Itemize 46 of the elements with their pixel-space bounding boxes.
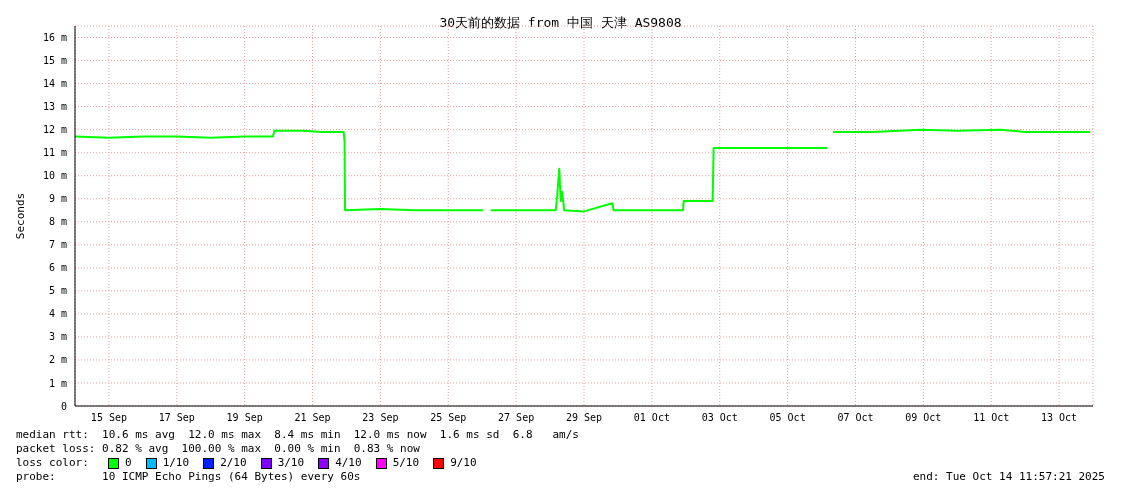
y-tick-label: 14 m bbox=[42, 78, 67, 90]
x-tick-label: 01 Oct bbox=[633, 412, 670, 424]
y-axis-title: Seconds bbox=[13, 192, 27, 240]
x-tick-label: 11 Oct bbox=[973, 412, 1010, 424]
y-tick-label: 9 m bbox=[48, 193, 67, 205]
legend-label: 2/10 bbox=[219, 456, 247, 470]
y-tick-label: 7 m bbox=[48, 239, 67, 251]
y-tick-label: 10 m bbox=[42, 170, 67, 182]
x-tick-label: 19 Sep bbox=[226, 412, 263, 424]
y-tick-label: 12 m bbox=[42, 124, 67, 136]
y-tick-label: 6 m bbox=[48, 262, 67, 274]
y-tick-label: 5 m bbox=[48, 285, 67, 297]
legend-label: 4/10 bbox=[334, 456, 362, 470]
x-tick-label: 25 Sep bbox=[430, 412, 467, 424]
text: packet loss: 0.82 % avg 100.00 % max 0.00 % min 0.83 % now bbox=[16, 442, 421, 456]
x-tick-label: 03 Oct bbox=[701, 412, 738, 424]
legend-label: 5/10 bbox=[391, 456, 420, 470]
y-tick-label: 15 m bbox=[42, 55, 67, 67]
x-tick-label: 07 Oct bbox=[837, 412, 874, 424]
y-tick-label: 0 bbox=[60, 400, 67, 412]
x-tick-label: 27 Sep bbox=[498, 412, 535, 424]
y-tick-label: 16 m bbox=[42, 32, 67, 44]
y-tick-label: 1 m bbox=[48, 377, 67, 389]
text: end: Tue Oct 14 11:57:21 2025 bbox=[912, 470, 1105, 484]
y-tick-label: 3 m bbox=[48, 331, 67, 343]
legend-label: 0 bbox=[124, 456, 132, 470]
y-tick-label: 2 m bbox=[48, 354, 67, 366]
y-tick-label: 4 m bbox=[48, 308, 67, 320]
chart-title: 30天前的数据 from 中国 天津 AS9808 bbox=[438, 14, 683, 32]
legend-label: 9/10 bbox=[449, 456, 477, 470]
legend-label: 1/10 bbox=[161, 456, 190, 470]
y-tick-label: 11 m bbox=[42, 147, 67, 159]
legend-title: loss color: bbox=[16, 456, 90, 470]
legend-label: 3/10 bbox=[276, 456, 305, 470]
x-tick-label: 21 Sep bbox=[294, 412, 331, 424]
y-tick-label: 13 m bbox=[42, 101, 67, 113]
text: probe: 10 ICMP Echo Pings (64 Bytes) every 60s bbox=[16, 470, 361, 484]
x-tick-label: 13 Oct bbox=[1041, 412, 1078, 424]
x-tick-label: 15 Sep bbox=[90, 412, 127, 424]
x-tick-label: 17 Sep bbox=[158, 412, 195, 424]
x-tick-label: 23 Sep bbox=[362, 412, 399, 424]
text: median rtt: 10.6 ms avg 12.0 ms max 8.4 ms min 12.0 ms now 1.6 ms sd 6.8 am/s bbox=[16, 428, 580, 442]
y-tick-label: 8 m bbox=[48, 216, 67, 228]
x-tick-label: 09 Oct bbox=[905, 412, 942, 424]
x-tick-label: 05 Oct bbox=[769, 412, 806, 424]
x-tick-label: 29 Sep bbox=[565, 412, 603, 424]
